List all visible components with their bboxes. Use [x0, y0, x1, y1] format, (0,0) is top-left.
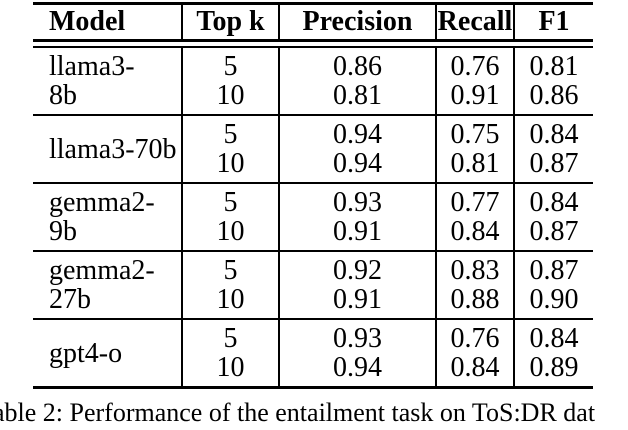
column-header-precision: Precision — [280, 5, 437, 39]
model-name-line: llama3- — [49, 51, 135, 82]
row-separator-rule — [33, 182, 593, 184]
model-name-line: gpt4-o — [49, 337, 123, 369]
row-separator-rule — [33, 250, 593, 252]
topk-value: 5 — [223, 255, 238, 286]
table-row: gemma2-9b 5 10 0.93 0.91 0.77 0.84 0.84 … — [33, 184, 593, 250]
recall-value: 0.83 — [450, 255, 500, 286]
table-bottom-rule — [33, 386, 593, 389]
f1-cell: 0.84 0.87 — [515, 184, 593, 250]
model-name-line: gemma2- — [49, 255, 155, 286]
precision-value: 0.86 — [333, 51, 382, 82]
precision-cell: 0.94 0.94 — [280, 116, 437, 182]
table-row: llama3- 8b 5 10 0.86 0.81 0.76 0.91 0.81… — [33, 48, 593, 114]
precision-cell: 0.92 0.91 — [280, 252, 437, 318]
topk-cell: 5 10 — [183, 48, 280, 114]
table-header-row: Model Top k Precision Recall F1 — [33, 5, 593, 39]
recall-cell: 0.75 0.81 — [437, 116, 515, 182]
precision-value: 0.81 — [333, 80, 382, 111]
f1-cell: 0.84 0.87 — [515, 116, 593, 182]
topk-cell: 5 10 — [183, 252, 280, 318]
f1-value: 0.81 — [529, 51, 579, 82]
f1-cell: 0.84 0.89 — [515, 320, 593, 386]
model-name-line: llama3-70b — [49, 133, 177, 165]
column-header-recall: Recall — [437, 5, 515, 39]
model-cell: gemma2-9b — [33, 184, 183, 250]
f1-value: 0.87 — [529, 216, 579, 247]
precision-value: 0.91 — [333, 216, 382, 247]
topk-value: 10 — [216, 216, 245, 247]
recall-value: 0.84 — [450, 216, 500, 247]
table-row: llama3-70b 5 10 0.94 0.94 0.75 0.81 0.84… — [33, 116, 593, 182]
precision-cell: 0.93 0.91 — [280, 184, 437, 250]
model-name-line: 27b — [49, 284, 91, 315]
f1-value: 0.84 — [529, 323, 579, 354]
model-name-line: gemma2-9b — [49, 187, 155, 247]
precision-value: 0.94 — [333, 119, 382, 150]
model-cell: llama3- 8b — [33, 48, 183, 114]
column-header-f1: F1 — [538, 6, 570, 37]
precision-value: 0.92 — [333, 255, 382, 286]
model-cell: gemma2- 27b — [33, 252, 183, 318]
topk-value: 10 — [216, 352, 245, 383]
recall-value: 0.75 — [450, 119, 500, 150]
topk-value: 10 — [216, 80, 245, 111]
row-separator-rule — [33, 114, 593, 116]
table-top-rule — [33, 2, 593, 5]
f1-value: 0.84 — [529, 119, 579, 150]
f1-value: 0.90 — [529, 284, 579, 315]
results-table: Model Top k Precision Recall F1 llama3- … — [33, 2, 593, 389]
recall-value: 0.77 — [450, 187, 500, 218]
topk-value: 10 — [216, 284, 245, 315]
recall-cell: 0.76 0.91 — [437, 48, 515, 114]
recall-cell: 0.83 0.88 — [437, 252, 515, 318]
recall-cell: 0.76 0.84 — [437, 320, 515, 386]
topk-value: 5 — [223, 119, 238, 150]
topk-cell: 5 10 — [183, 116, 280, 182]
model-name-line: 8b — [49, 80, 77, 111]
precision-cell: 0.86 0.81 — [280, 48, 437, 114]
model-cell: gpt4-o — [33, 320, 183, 386]
f1-cell: 0.87 0.90 — [515, 252, 593, 318]
recall-value: 0.76 — [450, 323, 500, 354]
table-row: gpt4-o 5 10 0.93 0.94 0.76 0.84 0.84 0.8… — [33, 320, 593, 386]
header-separator-rule-upper — [33, 39, 593, 42]
precision-value: 0.93 — [333, 187, 382, 218]
precision-value: 0.94 — [333, 148, 382, 179]
topk-value: 5 — [223, 187, 238, 218]
precision-value: 0.93 — [333, 323, 382, 354]
column-header-model: Model — [33, 5, 183, 39]
recall-value: 0.81 — [450, 148, 500, 179]
f1-value: 0.87 — [529, 148, 579, 179]
header-separator-rule-lower — [33, 46, 593, 48]
f1-cell: 0.81 0.86 — [515, 48, 593, 114]
topk-cell: 5 10 — [183, 320, 280, 386]
precision-value: 0.94 — [333, 352, 382, 383]
model-cell: llama3-70b — [33, 116, 183, 182]
topk-value: 5 — [223, 51, 238, 82]
topk-cell: 5 10 — [183, 184, 280, 250]
topk-value: 10 — [216, 148, 245, 179]
column-header-topk: Top k — [183, 5, 280, 39]
recall-value: 0.91 — [450, 80, 500, 111]
recall-cell: 0.77 0.84 — [437, 184, 515, 250]
precision-value: 0.91 — [333, 284, 382, 315]
recall-value: 0.84 — [450, 352, 500, 383]
row-separator-rule — [33, 318, 593, 320]
table-row: gemma2- 27b 5 10 0.92 0.91 0.83 0.88 0.8… — [33, 252, 593, 318]
table-caption: able 2: Performance of the entailment ta… — [0, 398, 596, 427]
precision-cell: 0.93 0.94 — [280, 320, 437, 386]
topk-value: 5 — [223, 323, 238, 354]
f1-value: 0.86 — [529, 80, 579, 111]
recall-value: 0.88 — [450, 284, 500, 315]
f1-value: 0.89 — [529, 352, 579, 383]
f1-value: 0.84 — [529, 187, 579, 218]
f1-value: 0.87 — [529, 255, 579, 286]
recall-value: 0.76 — [450, 51, 500, 82]
